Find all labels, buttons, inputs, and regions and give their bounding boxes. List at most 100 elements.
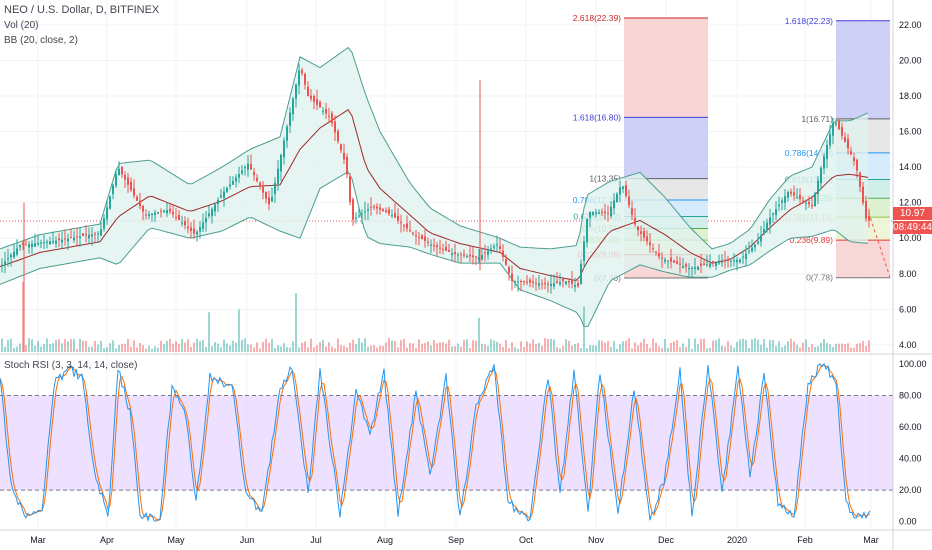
candle-body — [199, 227, 201, 232]
candle-body — [817, 180, 819, 195]
time-tick-label: Oct — [519, 535, 534, 545]
symbol-title[interactable]: NEO / U.S. Dollar, D, BITFINEX — [4, 4, 160, 16]
candle-body — [292, 98, 294, 115]
volume-bar — [796, 344, 798, 352]
candle-body — [376, 206, 378, 209]
candle-body — [601, 211, 603, 213]
candlesticks — [1, 63, 870, 352]
candle-body — [826, 145, 828, 160]
volume-bar — [709, 347, 711, 352]
candle-body — [31, 243, 33, 247]
volume-bar — [589, 345, 591, 352]
volume-bar — [814, 346, 816, 352]
candle-body — [676, 261, 678, 264]
candle-body — [586, 219, 588, 243]
rsi-band — [0, 395, 893, 491]
volume-bar — [472, 340, 474, 352]
time-tick-label: Jul — [310, 535, 322, 545]
candle-body — [49, 241, 51, 245]
volume-bar — [724, 346, 726, 352]
candle-body — [493, 246, 495, 248]
candle-body — [778, 204, 780, 206]
volume-bar — [481, 343, 483, 352]
volume-legend[interactable]: Vol (20) — [4, 20, 39, 31]
volume-bar — [202, 340, 204, 352]
volume-bar — [268, 342, 270, 352]
candle-body — [733, 260, 735, 262]
candle-body — [670, 257, 672, 262]
candle-body — [541, 283, 543, 285]
candle-body — [631, 208, 633, 215]
volume-bar — [559, 348, 561, 352]
volume-bar — [79, 338, 81, 352]
candle-body — [280, 154, 282, 172]
candle-body — [505, 259, 507, 265]
candle-body — [340, 144, 342, 151]
volume-bar — [19, 343, 21, 352]
candle-body — [502, 250, 504, 257]
volume-bar — [793, 341, 795, 352]
candle-body — [679, 263, 681, 265]
volume-bar — [532, 339, 534, 352]
candle-body — [802, 200, 804, 202]
volume-bar — [565, 339, 567, 352]
candle-body — [403, 225, 405, 227]
candle-body — [181, 222, 183, 224]
candle-body — [439, 247, 441, 249]
candle-body — [25, 244, 27, 246]
volume-bar — [196, 338, 198, 352]
candle-body — [577, 282, 579, 287]
volume-bars — [1, 282, 870, 352]
candle-body — [106, 207, 108, 220]
volume-bar — [343, 345, 345, 352]
volume-bar — [178, 343, 180, 352]
volume-bar — [418, 339, 420, 352]
candle-body — [208, 213, 210, 217]
volume-bar — [610, 346, 612, 352]
volume-bar — [640, 342, 642, 352]
candle-body — [85, 234, 87, 236]
candle-body — [484, 252, 486, 254]
candle-body — [448, 249, 450, 252]
volume-bar — [223, 339, 225, 352]
candle-body — [241, 170, 243, 174]
fib-right-zone — [836, 20, 890, 119]
candle-body — [235, 177, 237, 182]
candle-body — [685, 264, 687, 268]
fib-left-level-label: 2.618(22.39) — [573, 13, 621, 23]
volume-bar — [10, 338, 12, 352]
volume-bar — [118, 344, 120, 352]
volume-bar — [298, 347, 300, 352]
volume-bar — [514, 347, 516, 352]
volume-bar — [301, 342, 303, 352]
candle-body — [856, 159, 858, 171]
bb-legend[interactable]: BB (20, close, 2) — [4, 35, 78, 46]
volume-bar — [496, 341, 498, 352]
candle-body — [487, 250, 489, 255]
volume-bar — [70, 339, 72, 352]
candle-body — [466, 256, 468, 258]
volume-bar — [364, 338, 366, 352]
candle-body — [688, 268, 690, 270]
stoch-rsi-legend[interactable]: Stoch RSI (3, 3, 14, 14, close) — [4, 360, 138, 371]
candle-body — [382, 209, 384, 212]
candle-body — [133, 188, 135, 196]
volume-bar — [250, 344, 252, 352]
volume-bar — [502, 346, 504, 352]
volume-bar — [748, 348, 750, 352]
fib-right-level-label: 1(16.71) — [801, 114, 833, 124]
volume-bar — [163, 344, 165, 352]
candle-body — [271, 196, 273, 202]
candle-body — [445, 246, 447, 251]
volume-bar — [619, 344, 621, 352]
volume-bar — [685, 346, 687, 352]
candle-body — [694, 267, 696, 269]
candle-body — [517, 281, 519, 283]
volume-bar — [355, 344, 357, 352]
volume-bar — [469, 348, 471, 352]
time-tick-label: Nov — [588, 535, 605, 545]
candle-body — [58, 238, 60, 241]
volume-bar — [739, 339, 741, 352]
volume-bar — [670, 343, 672, 352]
